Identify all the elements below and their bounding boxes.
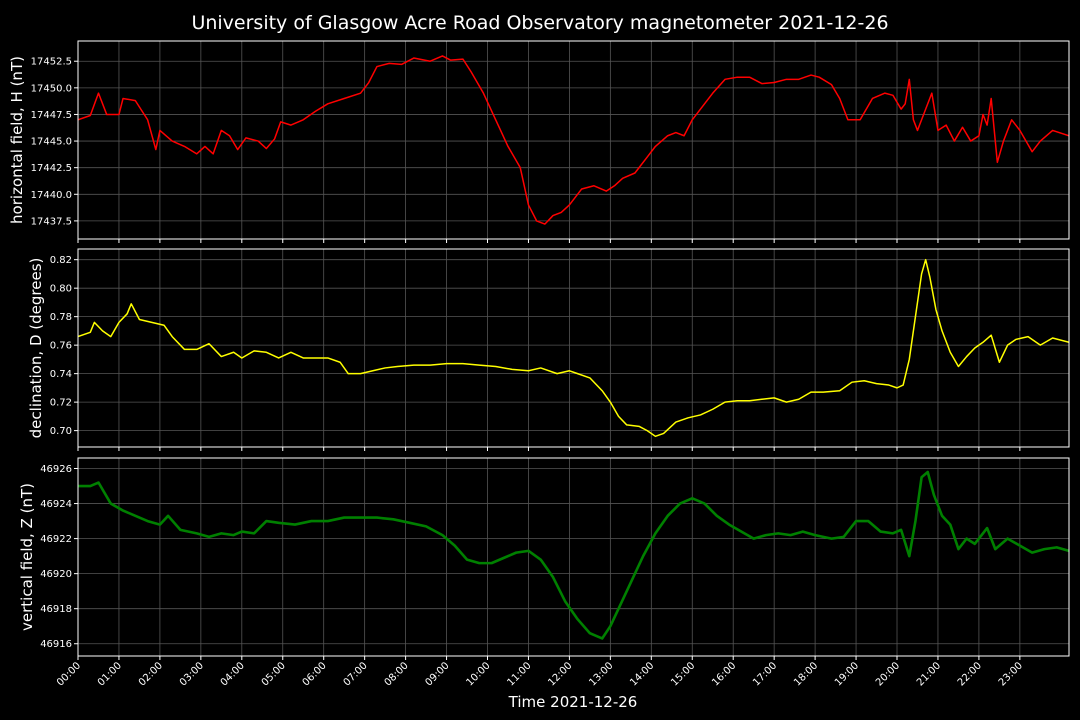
- y-tick-label: 17442.5: [31, 163, 72, 174]
- y-tick-label: 0.72: [50, 398, 72, 409]
- y-tick-label: 46918: [40, 604, 72, 615]
- panel-frame: [77, 40, 1070, 240]
- panel-1: 17437.5 17440.0 17442.5 17445.0 17447.5 17450…: [8, 40, 1070, 243]
- y-tick-label: 0.80: [50, 284, 72, 295]
- y-tick-label: 0.78: [50, 312, 72, 323]
- y-tick-label: 0.70: [50, 426, 72, 437]
- series-line: [78, 470, 1069, 640]
- series-line: [78, 258, 1069, 438]
- panel-frame: [77, 248, 1070, 448]
- y-tick-label: 17452.5: [31, 57, 72, 68]
- y-tick-label: 17450.0: [31, 83, 72, 94]
- y-tick-label: 17440.0: [31, 190, 72, 201]
- y-tick-label: 46922: [40, 534, 72, 545]
- y-tick-label: 46924: [40, 499, 72, 510]
- y-tick-label: 46920: [40, 569, 72, 580]
- x-axis-label: Time 2021-12-26: [508, 693, 638, 711]
- y-axis-label: declination, D (degrees): [27, 258, 45, 439]
- panel-2: 0.70 0.72 0.74 0.76 0.78 0.80 0.82 declination,…: [27, 248, 1070, 451]
- panel-3: 46916 46918 46920 46922 46924 46926 vertical f…: [18, 457, 1070, 660]
- y-tick-label: 17447.5: [31, 110, 72, 121]
- y-tick-label: 17445.0: [31, 137, 72, 148]
- chart-title: University of Glasgow Acre Road Observat…: [191, 12, 888, 34]
- panel-frame: [77, 457, 1070, 657]
- y-tick-label: 17437.5: [31, 216, 72, 227]
- y-tick-label: 46926: [40, 464, 72, 475]
- y-axis-label: vertical field, Z (nT): [18, 483, 36, 631]
- y-tick-label: 46916: [40, 639, 72, 650]
- series-line: [78, 55, 1069, 225]
- y-tick-label: 0.76: [50, 341, 72, 352]
- y-tick-label: 0.82: [50, 255, 72, 266]
- y-axis-label: horizontal field, H (nT): [8, 56, 26, 224]
- y-tick-label: 0.74: [50, 369, 72, 380]
